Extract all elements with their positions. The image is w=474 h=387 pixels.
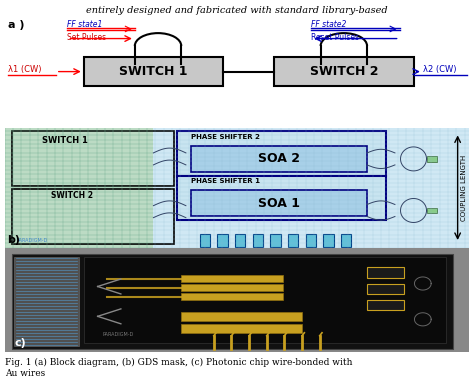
Bar (341, 234, 351, 247)
Bar (191, 146, 367, 172)
Text: Set Pulses: Set Pulses (67, 33, 107, 42)
Text: Reset Pulses: Reset Pulses (311, 33, 359, 42)
Bar (191, 190, 367, 216)
Text: λ1 (CW): λ1 (CW) (9, 65, 42, 74)
Bar (14, 257, 79, 346)
Bar (12, 131, 174, 187)
Bar (177, 176, 386, 220)
Text: COUPLING LENGTH: COUPLING LENGTH (461, 154, 467, 221)
Bar (367, 300, 404, 310)
Bar (181, 293, 283, 300)
Bar (181, 324, 302, 333)
Text: PARADIGM-D: PARADIGM-D (16, 238, 47, 243)
Text: SWITCH 1: SWITCH 1 (42, 136, 88, 145)
Bar (12, 189, 174, 244)
Text: SOA 2: SOA 2 (258, 152, 300, 165)
Text: FF state1: FF state1 (67, 20, 103, 29)
Text: SOA 1: SOA 1 (258, 197, 300, 210)
Text: λ2 (CW): λ2 (CW) (423, 65, 456, 74)
Bar (181, 312, 302, 321)
Bar (323, 234, 334, 247)
Text: SWITCH 1: SWITCH 1 (119, 65, 188, 78)
Bar (253, 234, 263, 247)
Text: PHASE SHIFTER 1: PHASE SHIFTER 1 (191, 178, 260, 184)
FancyBboxPatch shape (274, 57, 413, 86)
Bar (181, 284, 283, 291)
Text: c): c) (14, 338, 26, 348)
Bar (428, 207, 437, 213)
Bar (288, 234, 298, 247)
Bar (5, 128, 154, 248)
Text: PARADIGM-D: PARADIGM-D (102, 332, 134, 337)
Text: a ): a ) (9, 20, 25, 30)
Bar (177, 131, 386, 176)
Bar (367, 284, 404, 294)
Bar (218, 234, 228, 247)
Text: FF state2: FF state2 (311, 20, 346, 29)
Bar (367, 267, 404, 277)
FancyBboxPatch shape (84, 57, 223, 86)
Bar (306, 234, 316, 247)
Text: PHASE SHIFTER 2: PHASE SHIFTER 2 (191, 134, 259, 140)
Text: SWITCH 2: SWITCH 2 (310, 65, 378, 78)
Text: Fig. 1 (a) Block diagram, (b) GDS mask, (c) Photonic chip wire-bonded with
Au wi: Fig. 1 (a) Block diagram, (b) GDS mask, … (5, 358, 352, 377)
Bar (271, 234, 281, 247)
Text: SWITCH 2: SWITCH 2 (51, 191, 93, 200)
Text: b): b) (7, 235, 20, 245)
Bar (200, 234, 210, 247)
Bar (181, 276, 283, 282)
Text: entirely designed and fabricated with standard library-based: entirely designed and fabricated with st… (86, 6, 388, 15)
Bar (428, 156, 437, 162)
Bar (235, 234, 246, 247)
Bar (84, 257, 446, 343)
